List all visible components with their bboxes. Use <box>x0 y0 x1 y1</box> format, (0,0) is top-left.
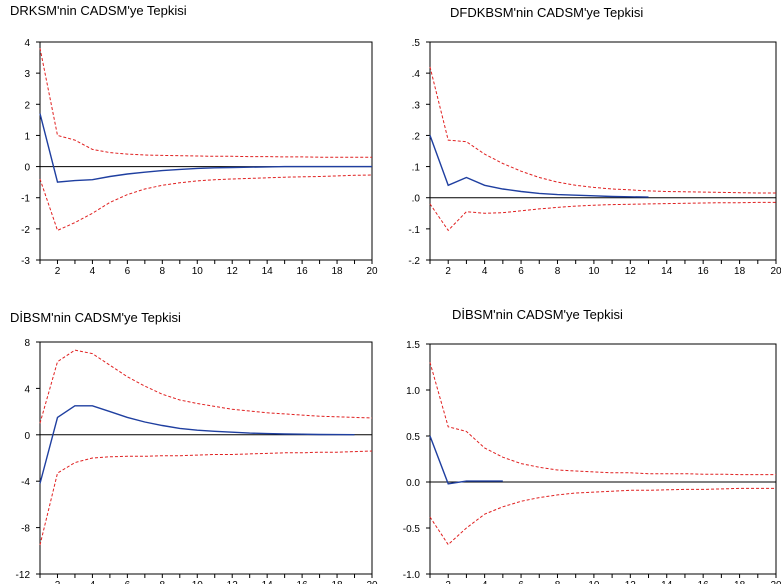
chart-title-4: DİBSM'nin CADSM'ye Tepkisi <box>452 307 623 322</box>
chart-panel-4: DİBSM'nin CADSM'ye Tepkisi -1.0 -0.5 0.0 0.… <box>390 292 781 584</box>
chart-title-3: DİBSM'nin CADSM'ye Tepkisi <box>10 310 181 325</box>
series-response-line <box>39 405 355 484</box>
x-tick-label: 8 <box>160 580 166 584</box>
x-tick-label: 18 <box>734 580 746 584</box>
y-tick-label: -4 <box>21 477 30 488</box>
x-tick-label: 14 <box>262 266 274 277</box>
plot-frame <box>429 343 777 575</box>
series-lower-line <box>39 174 373 232</box>
chart-panel-2: DFDKBSM'nin CADSM'ye Tepkisi -.2 -.1 .0 .1.… <box>390 0 781 292</box>
chart-svg-3: -12 -8 -4 0 4 8 2 4 6 8 10 12 14 16 18 20 <box>16 338 378 584</box>
x-tick-label: 2 <box>55 580 61 584</box>
x-tick-label: 14 <box>262 580 274 584</box>
series-upper-line <box>429 66 776 194</box>
y-tick-label: 4 <box>24 384 30 395</box>
x-tick-label: 12 <box>625 266 637 277</box>
series-response-line <box>429 435 503 485</box>
y-tick-label: .0 <box>412 194 421 205</box>
y-tick-label: 0.5 <box>406 432 420 443</box>
x-tick-label: 18 <box>331 580 343 584</box>
x-tick-label: 20 <box>366 580 378 584</box>
x-tick-label: 6 <box>125 580 131 584</box>
x-tick-label: 10 <box>192 580 204 584</box>
x-tick-label: 6 <box>518 580 524 584</box>
y-tick-label: 3 <box>24 69 30 80</box>
x-tick-label: 10 <box>588 580 600 584</box>
x-tick-label: 18 <box>734 266 746 277</box>
x-tick-label: 10 <box>192 266 204 277</box>
y-tick-label: 0 <box>24 431 30 442</box>
y-tick-label: 0 <box>24 163 30 174</box>
x-tick-label: 6 <box>125 266 131 277</box>
x-tick-label: 16 <box>698 266 710 277</box>
series-response-line <box>429 135 649 198</box>
y-tick-label: -1.0 <box>403 570 421 581</box>
series-upper-line <box>39 48 372 158</box>
x-tick-label: 8 <box>160 266 166 277</box>
y-tick-label: -8 <box>21 524 30 535</box>
series-lower-line <box>429 487 776 546</box>
x-tick-label: 20 <box>770 580 781 584</box>
y-tick-label: 0.0 <box>406 478 420 489</box>
x-tick-label: 20 <box>770 266 781 277</box>
x-tick-label: 16 <box>297 266 309 277</box>
x-tick-label: 2 <box>55 266 61 277</box>
x-tick-label: 12 <box>227 266 239 277</box>
y-tick-label: .3 <box>412 100 421 111</box>
chart-panel-1: DRKSM'nin CADSM'ye Tepkisi -3 -2 -1 0 1 2 3 4 2 4… <box>0 0 390 292</box>
x-tick-label: 2 <box>445 580 451 584</box>
x-tick-label: 4 <box>90 580 96 584</box>
x-tick-label: 16 <box>297 580 309 584</box>
x-tick-label: 4 <box>482 580 488 584</box>
y-tick-label: -.2 <box>408 256 420 267</box>
y-tick-label: 2 <box>24 100 30 111</box>
y-tick-label: .5 <box>412 38 421 49</box>
x-tick-label: 12 <box>227 580 239 584</box>
x-tick-label: 4 <box>482 266 488 277</box>
x-tick-label: 10 <box>588 266 600 277</box>
x-tick-label: 20 <box>366 266 378 277</box>
x-tick-label: 4 <box>90 266 96 277</box>
y-tick-label: -2 <box>21 225 30 236</box>
y-tick-label: -12 <box>16 570 31 581</box>
y-tick-label: 8 <box>24 338 30 349</box>
x-tick-label: 6 <box>518 266 524 277</box>
x-tick-label: 14 <box>661 266 673 277</box>
y-tick-label: 4 <box>24 38 30 49</box>
y-tick-label: .1 <box>412 163 421 174</box>
x-tick-label: 14 <box>661 580 673 584</box>
plot-frame <box>39 41 373 261</box>
chart-title-1: DRKSM'nin CADSM'ye Tepkisi <box>10 3 187 18</box>
series-response-line <box>39 113 372 183</box>
x-tick-label: 8 <box>555 580 561 584</box>
series-upper-line <box>39 349 373 424</box>
x-tick-label: 12 <box>625 580 637 584</box>
y-tick-label: -0.5 <box>403 524 421 535</box>
plot-frame <box>429 41 777 261</box>
y-tick-label: .2 <box>412 131 421 142</box>
series-lower-line <box>429 201 776 232</box>
x-tick-label: 16 <box>698 580 710 584</box>
y-tick-label: 1.0 <box>406 386 420 397</box>
chart-svg-4: -1.0 -0.5 0.0 0.5 1.0 1.5 2 4 6 8 10 12 14 16 18 20 <box>403 340 781 584</box>
plot-frame <box>39 341 373 575</box>
chart-svg-2: -.2 -.1 .0 .1 .2 .3 .4 .5 2 4 6 8 10 12 14 16 18 20 <box>408 38 781 277</box>
y-tick-label: 1.5 <box>406 340 420 351</box>
x-tick-label: 8 <box>555 266 561 277</box>
series-lower-line <box>39 450 373 546</box>
series-upper-line <box>429 362 776 476</box>
x-tick-label: 2 <box>445 266 451 277</box>
y-tick-label: 1 <box>24 131 30 142</box>
y-tick-label: .4 <box>412 69 421 80</box>
x-tick-label: 18 <box>331 266 343 277</box>
y-tick-label: -3 <box>21 256 30 267</box>
y-tick-label: -.1 <box>408 225 420 236</box>
chart-panel-3: DİBSM'nin CADSM'ye Tepkisi -12 -8 -4 0 4 8 2 4 6… <box>0 292 390 584</box>
y-tick-label: -1 <box>21 194 30 205</box>
chart-title-2: DFDKBSM'nin CADSM'ye Tepkisi <box>450 5 644 20</box>
